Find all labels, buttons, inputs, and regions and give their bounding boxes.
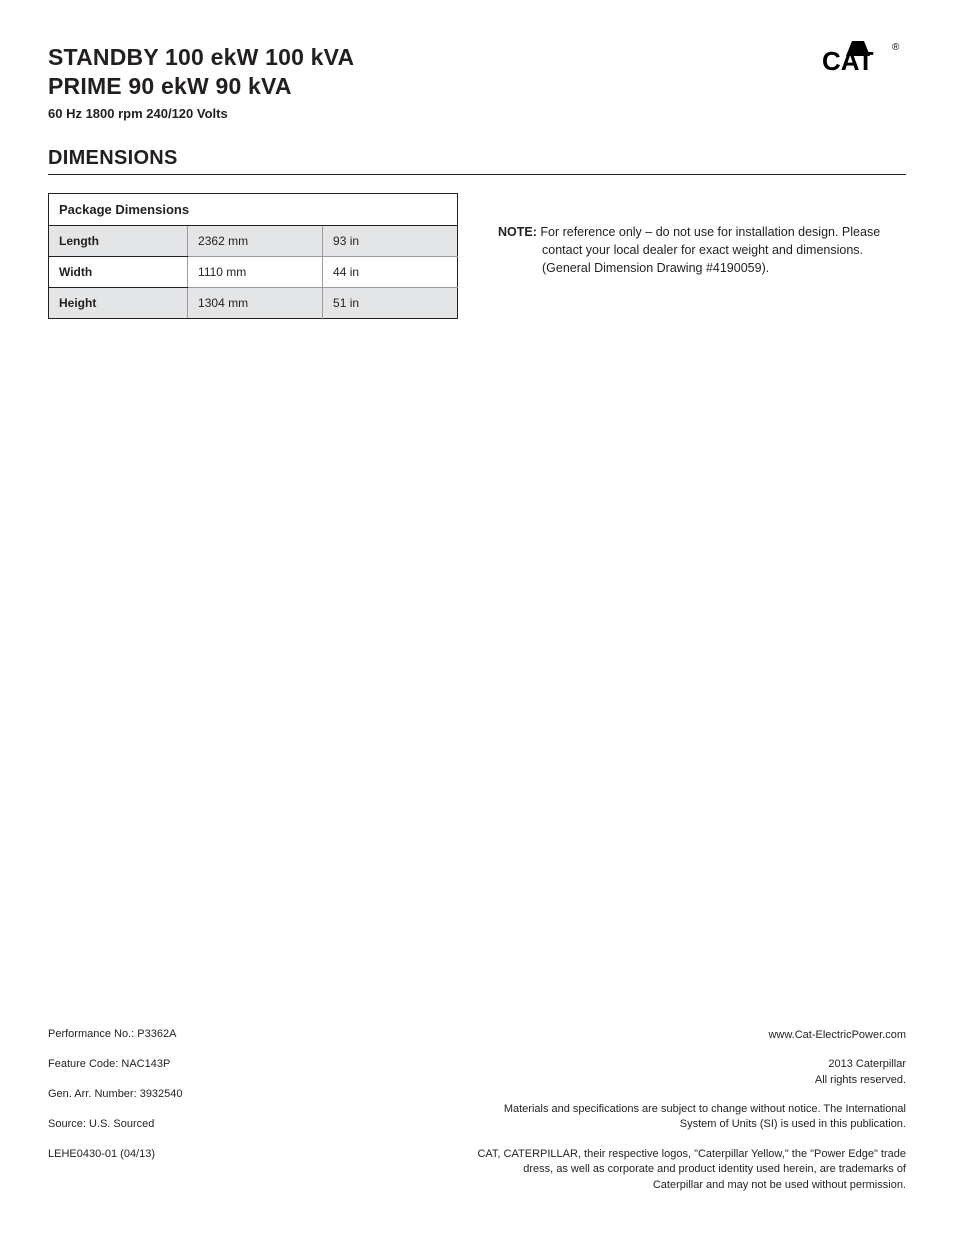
row-metric: 2362 mm — [188, 226, 323, 257]
title-block: STANDBY 100 ekW 100 kVA PRIME 90 ekW 90 … — [48, 44, 906, 121]
content-row: Package Dimensions Length 2362 mm 93 in … — [48, 193, 906, 319]
note-text: NOTE: For reference only – do not use fo… — [498, 223, 906, 277]
row-label: Length — [49, 226, 188, 257]
row-metric: 1304 mm — [188, 288, 323, 319]
footer-url: www.Cat-ElectricPower.com — [768, 1028, 906, 1043]
note-block: NOTE: For reference only – do not use fo… — [498, 193, 906, 319]
footer-materials: Materials and specifications are subject… — [476, 1102, 906, 1133]
section-title: DIMENSIONS — [48, 147, 906, 175]
cat-logo: CAT ® — [822, 38, 906, 79]
footer: Performance No.: P3362A Feature Code: NA… — [48, 1028, 906, 1193]
table-row: Height 1304 mm 51 in — [49, 288, 458, 319]
footer-right: www.Cat-ElectricPower.com 2013 Caterpill… — [476, 1028, 906, 1193]
table-row: Width 1110 mm 44 in — [49, 257, 458, 288]
cat-logo-text: CAT — [822, 46, 874, 74]
dimensions-table-wrap: Package Dimensions Length 2362 mm 93 in … — [48, 193, 458, 319]
footer-trademarks: CAT, CATERPILLAR, their respective logos… — [476, 1147, 906, 1193]
note-body: For reference only – do not use for inst… — [537, 225, 880, 275]
footer-copyright: 2013 Caterpillar All rights reserved. — [815, 1057, 906, 1088]
row-imperial: 93 in — [323, 226, 458, 257]
feature-code: Feature Code: NAC143P — [48, 1058, 183, 1070]
table-row: Length 2362 mm 93 in — [49, 226, 458, 257]
row-label: Width — [49, 257, 188, 288]
header: STANDBY 100 ekW 100 kVA PRIME 90 ekW 90 … — [48, 44, 906, 121]
table-caption: Package Dimensions — [49, 194, 458, 226]
title-line-1: STANDBY 100 ekW 100 kVA — [48, 44, 906, 71]
gen-arr-number: Gen. Arr. Number: 3932540 — [48, 1088, 183, 1100]
copyright-year: 2013 Caterpillar — [815, 1057, 906, 1072]
row-imperial: 51 in — [323, 288, 458, 319]
subtitle: 60 Hz 1800 rpm 240/120 Volts — [48, 106, 906, 121]
cat-logo-reg: ® — [892, 42, 900, 53]
row-label: Height — [49, 288, 188, 319]
note-label: NOTE: — [498, 225, 537, 239]
performance-no: Performance No.: P3362A — [48, 1028, 183, 1040]
row-imperial: 44 in — [323, 257, 458, 288]
row-metric: 1110 mm — [188, 257, 323, 288]
doc-id: LEHE0430-01 (04/13) — [48, 1148, 183, 1160]
rights-reserved: All rights reserved. — [815, 1073, 906, 1088]
dimensions-table: Package Dimensions Length 2362 mm 93 in … — [48, 193, 458, 319]
title-line-2: PRIME 90 ekW 90 kVA — [48, 73, 906, 100]
source: Source: U.S. Sourced — [48, 1118, 183, 1130]
footer-left: Performance No.: P3362A Feature Code: NA… — [48, 1028, 183, 1193]
